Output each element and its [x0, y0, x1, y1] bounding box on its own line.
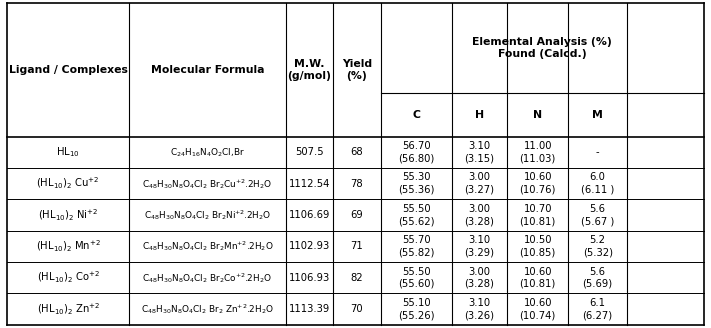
Text: 10.60
(10.74): 10.60 (10.74)	[520, 298, 556, 320]
Text: 70: 70	[351, 304, 363, 314]
Text: 1102.93: 1102.93	[289, 241, 330, 251]
Text: 69: 69	[351, 210, 363, 220]
Text: 507.5: 507.5	[295, 147, 324, 157]
Text: C$_{48}$H$_{30}$N$_8$O$_4$Cl$_2$ Br$_2$Ni$^{+2}$.2H$_2$O: C$_{48}$H$_{30}$N$_8$O$_4$Cl$_2$ Br$_2$N…	[144, 208, 271, 222]
Text: C$_{48}$H$_{30}$N$_8$O$_4$Cl$_2$ Br$_2$ Zn$^{+2}$.2H$_2$O: C$_{48}$H$_{30}$N$_8$O$_4$Cl$_2$ Br$_2$ …	[141, 302, 274, 316]
Text: M: M	[592, 110, 603, 120]
Text: 1106.69: 1106.69	[289, 210, 330, 220]
Text: 3.10
(3.29): 3.10 (3.29)	[464, 235, 495, 257]
Text: (HL$_{10}$)$_2$ Zn$^{+2}$: (HL$_{10}$)$_2$ Zn$^{+2}$	[36, 301, 100, 317]
Text: 55.50
(55.62): 55.50 (55.62)	[398, 204, 434, 226]
Text: 1112.54: 1112.54	[289, 179, 330, 189]
Text: 3.00
(3.28): 3.00 (3.28)	[464, 267, 494, 289]
Text: 10.70
(10.81): 10.70 (10.81)	[520, 204, 556, 226]
Text: 3.10
(3.26): 3.10 (3.26)	[464, 298, 495, 320]
Text: 10.60
(10.76): 10.60 (10.76)	[520, 173, 556, 195]
Text: 1113.39: 1113.39	[289, 304, 330, 314]
Text: Elemental Analysis (%)
Found (Calcd.): Elemental Analysis (%) Found (Calcd.)	[472, 37, 612, 59]
Text: 82: 82	[351, 273, 363, 283]
Text: 3.00
(3.27): 3.00 (3.27)	[464, 173, 495, 195]
Text: 5.6
(5.69): 5.6 (5.69)	[582, 267, 613, 289]
Text: -: -	[596, 147, 599, 157]
Text: N: N	[533, 110, 542, 120]
Text: 56.70
(56.80): 56.70 (56.80)	[398, 141, 434, 164]
Text: 55.50
(55.60): 55.50 (55.60)	[398, 267, 434, 289]
Text: C$_{48}$H$_{30}$N$_8$O$_4$Cl$_2$ Br$_2$Co$^{+2}$.2H$_2$O: C$_{48}$H$_{30}$N$_8$O$_4$Cl$_2$ Br$_2$C…	[142, 271, 272, 285]
Text: 5.2
(5.32): 5.2 (5.32)	[582, 235, 613, 257]
Text: C$_{24}$H$_{16}$N$_4$O$_2$Cl,Br: C$_{24}$H$_{16}$N$_4$O$_2$Cl,Br	[170, 146, 245, 159]
Text: 6.0
(6.11 ): 6.0 (6.11 )	[581, 173, 614, 195]
Text: 55.70
(55.82): 55.70 (55.82)	[398, 235, 434, 257]
Text: 10.60
(10.81): 10.60 (10.81)	[520, 267, 556, 289]
Text: Molecular Formula: Molecular Formula	[151, 65, 264, 75]
Text: 3.10
(3.15): 3.10 (3.15)	[464, 141, 495, 164]
Text: (HL$_{10}$)$_2$ Mn$^{+2}$: (HL$_{10}$)$_2$ Mn$^{+2}$	[36, 239, 100, 254]
Text: 10.50
(10.85): 10.50 (10.85)	[520, 235, 556, 257]
Text: Ligand / Complexes: Ligand / Complexes	[9, 65, 127, 75]
Text: M.W.
(g/mol): M.W. (g/mol)	[287, 59, 331, 81]
Text: C: C	[412, 110, 420, 120]
Text: 68: 68	[351, 147, 363, 157]
Text: (HL$_{10}$)$_2$ Cu$^{+2}$: (HL$_{10}$)$_2$ Cu$^{+2}$	[36, 176, 100, 192]
Text: 55.10
(55.26): 55.10 (55.26)	[398, 298, 434, 320]
Text: 1106.93: 1106.93	[289, 273, 330, 283]
Text: (HL$_{10}$)$_2$ Ni$^{+2}$: (HL$_{10}$)$_2$ Ni$^{+2}$	[38, 207, 98, 223]
Text: C$_{48}$H$_{30}$N$_8$O$_4$Cl$_2$ Br$_2$Mn$^{+2}$.2H$_2$O: C$_{48}$H$_{30}$N$_8$O$_4$Cl$_2$ Br$_2$M…	[141, 239, 273, 253]
Text: 3.00
(3.28): 3.00 (3.28)	[464, 204, 494, 226]
Text: H: H	[475, 110, 484, 120]
Text: C$_{48}$H$_{30}$N$_8$O$_4$Cl$_2$ Br$_2$Cu$^{+2}$.2H$_2$O: C$_{48}$H$_{30}$N$_8$O$_4$Cl$_2$ Br$_2$C…	[142, 177, 272, 191]
Text: 71: 71	[351, 241, 363, 251]
Text: 11.00
(11.03): 11.00 (11.03)	[520, 141, 556, 164]
Text: Yield
(%): Yield (%)	[342, 59, 372, 81]
Text: 6.1
(6.27): 6.1 (6.27)	[582, 298, 613, 320]
Text: 78: 78	[351, 179, 363, 189]
Text: (HL$_{10}$)$_2$ Co$^{+2}$: (HL$_{10}$)$_2$ Co$^{+2}$	[36, 270, 100, 285]
Text: 55.30
(55.36): 55.30 (55.36)	[398, 173, 434, 195]
Text: HL$_{10}$: HL$_{10}$	[56, 145, 80, 159]
Text: 5.6
(5.67 ): 5.6 (5.67 )	[581, 204, 614, 226]
